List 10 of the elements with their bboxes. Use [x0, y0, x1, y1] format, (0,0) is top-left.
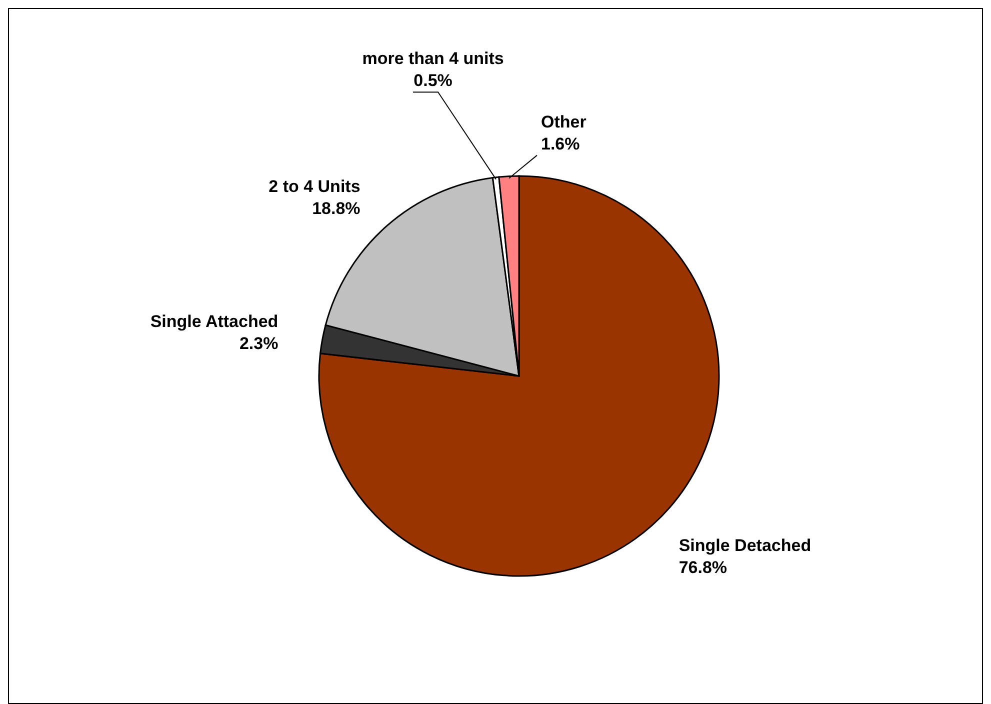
- slice-label: 2 to 4 Units: [268, 176, 360, 196]
- data-label: 2.3%: [239, 334, 278, 353]
- slice-label: Other: [541, 112, 587, 132]
- slice-label: Single Attached: [150, 312, 278, 331]
- slice-label: Single Detached: [678, 536, 812, 556]
- data-label: 1.6%: [541, 134, 580, 154]
- data-label: 0.5%: [414, 71, 452, 90]
- data-label: 18.8%: [312, 198, 360, 218]
- slice-label: more than 4 units: [362, 49, 504, 68]
- data-label: 76.8%: [678, 558, 728, 578]
